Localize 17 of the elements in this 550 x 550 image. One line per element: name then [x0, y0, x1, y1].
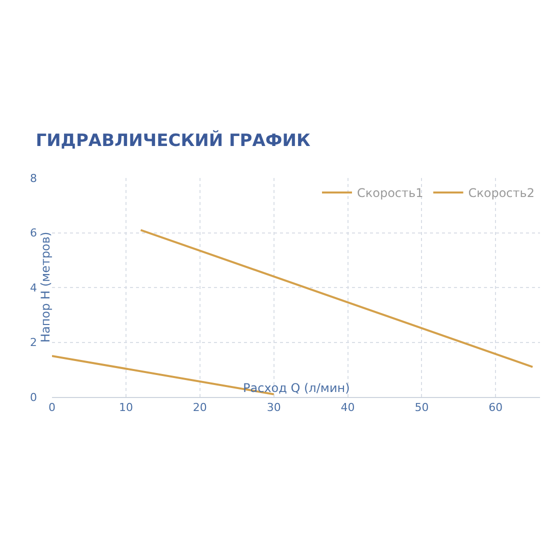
y-tick-label: 4	[30, 281, 37, 294]
y-tick-label: 6	[30, 226, 37, 240]
legend-label: Скорость2	[468, 186, 534, 200]
x-tick-label: 20	[192, 401, 207, 414]
x-tick-label: 60	[488, 401, 503, 414]
y-tick-label: 8	[30, 172, 37, 185]
chart-title: ГИДРАВЛИЧЕСКИЙ ГРАФИК	[36, 130, 310, 151]
x-tick-label: 10	[118, 401, 133, 414]
x-tick-label: 40	[340, 401, 355, 414]
x-tick-label: 30	[266, 401, 281, 414]
x-axis-title: Расход Q (л/мин)	[243, 381, 350, 395]
y-tick-label: 0	[30, 390, 37, 404]
legend-label: Скорость1	[357, 186, 424, 200]
x-tick-label: 0	[48, 401, 56, 414]
y-tick-label: 2	[30, 336, 37, 350]
x-tick-label: 50	[414, 401, 429, 414]
y-axis-title: Напор Н (метров)	[38, 232, 52, 342]
